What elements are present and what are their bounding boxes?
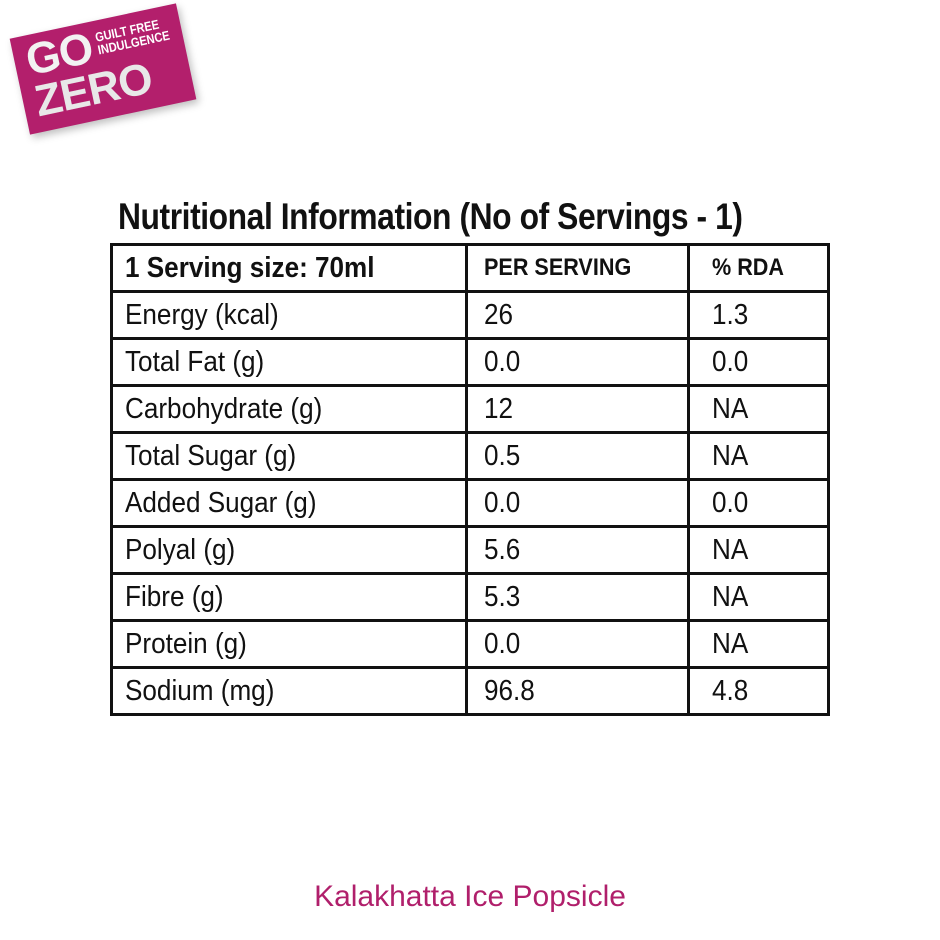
rda-value: 0.0 [687,478,830,528]
table-header-row: 1 Serving size: 70ml PER SERVING % RDA [110,243,830,293]
nutrient-name: Protein (g) [110,619,468,669]
per-serving-value: 0.0 [465,619,690,669]
nutrient-name: Energy (kcal) [110,290,468,340]
per-serving-value: 0.5 [465,431,690,481]
table-row: Sodium (mg) 96.8 4.8 [110,666,830,716]
nutrient-name: Added Sugar (g) [110,478,468,528]
badge-tagline: GUILT FREE INDULGENCE [94,16,171,58]
rda-value: NA [687,619,830,669]
table-row: Protein (g) 0.0 NA [110,619,830,669]
rda-value: 4.8 [687,666,830,716]
table-row: Total Fat (g) 0.0 0.0 [110,337,830,387]
header-rda: % RDA [687,243,830,293]
rda-value: NA [687,431,830,481]
table-row: Energy (kcal) 26 1.3 [110,290,830,340]
rda-value: NA [687,525,830,575]
per-serving-value: 12 [465,384,690,434]
per-serving-value: 5.6 [465,525,690,575]
nutrient-name: Total Sugar (g) [110,431,468,481]
header-serving-size: 1 Serving size: 70ml [110,243,468,293]
rda-value: NA [687,384,830,434]
rda-value: 1.3 [687,290,830,340]
per-serving-value: 96.8 [465,666,690,716]
nutrient-name: Fibre (g) [110,572,468,622]
nutrient-name: Polyal (g) [110,525,468,575]
go-zero-badge: GO GUILT FREE INDULGENCE ZERO [9,3,197,135]
header-per-serving: PER SERVING [465,243,690,293]
nutrient-name: Sodium (mg) [110,666,468,716]
table-row: Polyal (g) 5.6 NA [110,525,830,575]
per-serving-value: 5.3 [465,572,690,622]
per-serving-value: 26 [465,290,690,340]
table-row: Added Sugar (g) 0.0 0.0 [110,478,830,528]
rda-value: NA [687,572,830,622]
badge-background: GO GUILT FREE INDULGENCE ZERO [9,3,197,135]
per-serving-value: 0.0 [465,478,690,528]
rda-value: 0.0 [687,337,830,387]
nutrient-name: Total Fat (g) [110,337,468,387]
product-name: Kalakhatta Ice Popsicle [314,880,626,913]
table-row: Total Sugar (g) 0.5 NA [110,431,830,481]
nutrition-table: 1 Serving size: 70ml PER SERVING % RDA E… [110,243,830,716]
table-row: Fibre (g) 5.3 NA [110,572,830,622]
page-title: Nutritional Information (No of Servings … [118,196,743,237]
per-serving-value: 0.0 [465,337,690,387]
nutrient-name: Carbohydrate (g) [110,384,468,434]
table-row: Carbohydrate (g) 12 NA [110,384,830,434]
